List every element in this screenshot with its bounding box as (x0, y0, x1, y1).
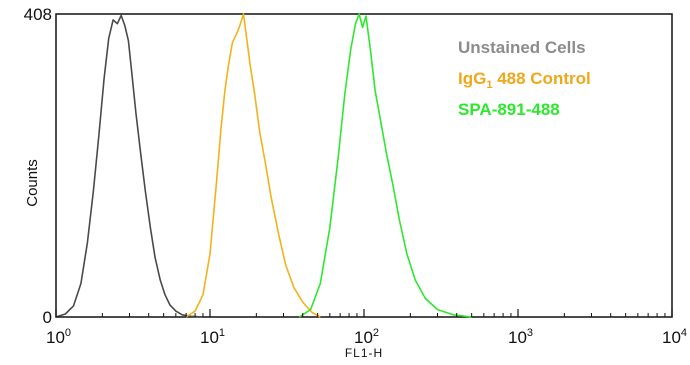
legend-entry: IgG1 488 Control (458, 69, 591, 91)
x-tick-label: 102 (354, 327, 379, 347)
x-tick-label: 104 (662, 327, 687, 347)
y-tick-label: 0 (43, 308, 52, 327)
x-tick-label: 101 (200, 327, 225, 347)
x-tick-label: 103 (508, 327, 533, 347)
y-axis-label: Counts (24, 159, 41, 207)
legend-entry: Unstained Cells (458, 38, 586, 57)
series-line-2 (185, 13, 321, 318)
legend: Unstained Cells IgG1 488 Control SPA-891-4… (458, 38, 591, 119)
x-axis-ticks: 100 101 102 103 104 (46, 309, 687, 347)
legend-entry: SPA-891-488 (458, 100, 560, 119)
series-curves (55, 13, 472, 318)
x-tick-label: 100 (46, 327, 71, 347)
plot-frame (55, 13, 673, 318)
series-line-3 (298, 13, 472, 318)
y-tick-label: 408 (24, 5, 52, 24)
y-axis-ticks: 0 408 (24, 5, 61, 327)
series-line-1 (55, 14, 204, 318)
x-axis-label: FL1-H (345, 346, 383, 360)
